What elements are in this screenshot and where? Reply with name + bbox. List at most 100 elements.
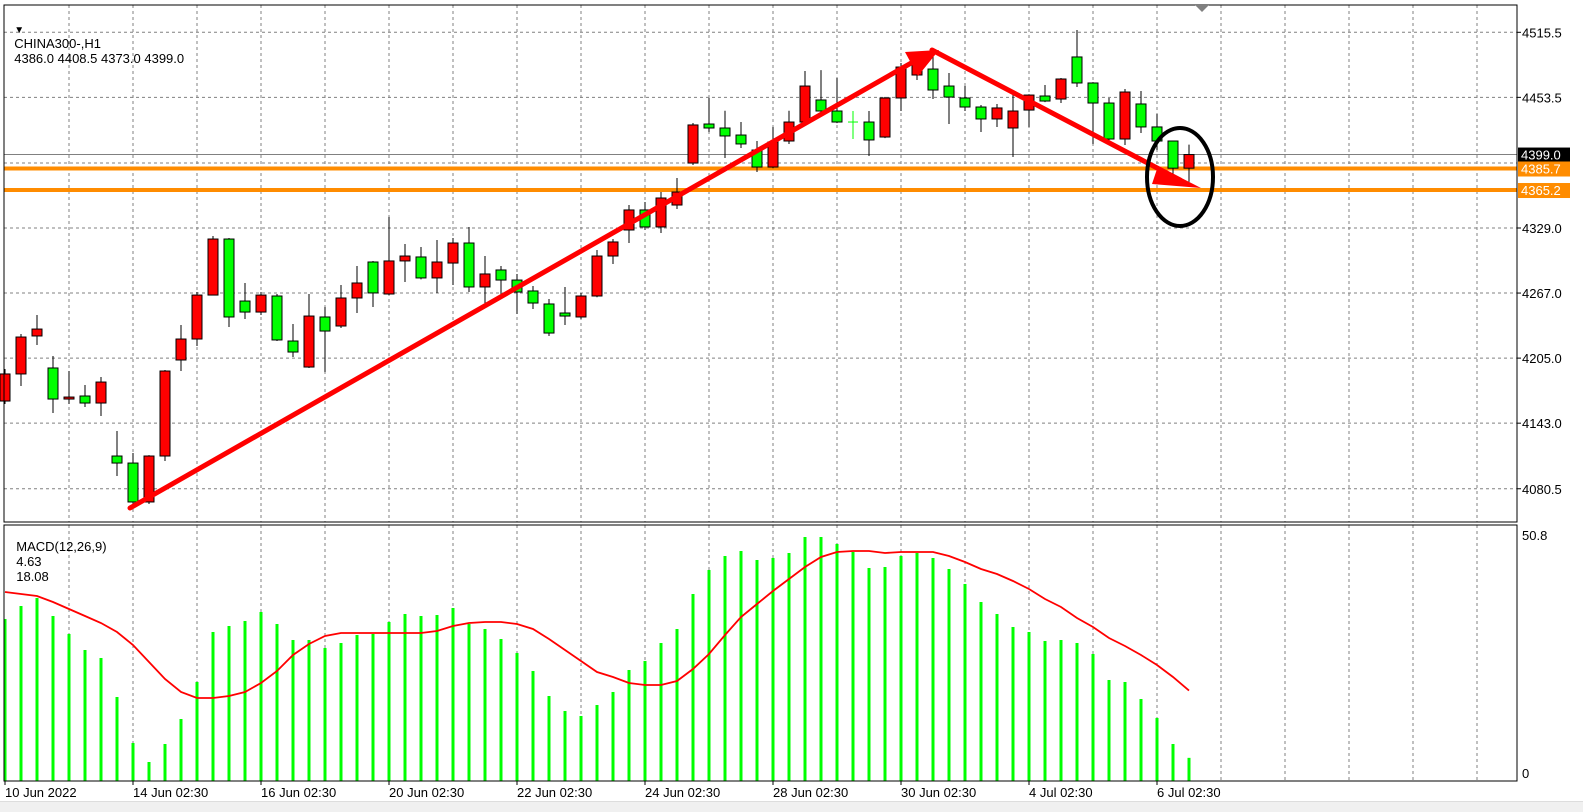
candle-body xyxy=(943,85,955,98)
macd-histogram-bar xyxy=(179,719,183,781)
macd-histogram-bar xyxy=(867,568,871,781)
collapse-triangle-icon[interactable]: ▼ xyxy=(14,25,25,36)
candle-body xyxy=(127,462,139,503)
candle-body xyxy=(975,106,987,120)
macd-histogram-bar xyxy=(163,744,167,781)
candle-body xyxy=(15,336,27,375)
macd-histogram-bar xyxy=(35,598,39,781)
candle xyxy=(991,103,1003,127)
macd-histogram-bar xyxy=(531,671,535,781)
candle-body xyxy=(607,241,619,257)
macd-histogram-bar xyxy=(771,558,775,781)
macd-axis-label: 0 xyxy=(1522,766,1529,781)
candle xyxy=(239,282,251,319)
candle xyxy=(879,96,891,139)
macd-histogram-bar xyxy=(1139,699,1143,781)
candle-body xyxy=(207,238,219,296)
candle-body xyxy=(879,97,891,138)
candle xyxy=(287,324,299,357)
macd-histogram-bar xyxy=(67,634,71,781)
macd-histogram-bar xyxy=(1155,718,1159,781)
candle-body xyxy=(31,328,43,337)
candle-body xyxy=(591,255,603,297)
macd-histogram-bar xyxy=(195,682,199,781)
time-axis-label: 6 Jul 02:30 xyxy=(1157,785,1221,800)
macd-histogram-bar xyxy=(995,614,999,781)
candle xyxy=(863,111,875,157)
macd-histogram-bar xyxy=(19,606,23,781)
candle xyxy=(767,126,779,169)
candle-body xyxy=(367,261,379,294)
candle xyxy=(848,111,858,140)
candle-body xyxy=(655,197,667,228)
candle xyxy=(495,265,507,298)
macd-histogram-bar xyxy=(627,670,631,781)
macd-histogram-bar xyxy=(339,643,343,781)
macd-histogram-bar xyxy=(1171,744,1175,781)
macd-histogram-bar xyxy=(323,648,327,781)
candle xyxy=(383,216,395,296)
chart-shift-marker-icon xyxy=(1195,5,1209,12)
candle-body xyxy=(79,395,91,404)
candle-body xyxy=(0,373,11,402)
candle-body xyxy=(287,340,299,353)
price-axis-label: 4329.0 xyxy=(1522,221,1562,236)
candles xyxy=(0,29,1195,506)
macd-histogram-bar xyxy=(1123,682,1127,781)
candle xyxy=(1039,84,1051,103)
candle-body xyxy=(1071,56,1083,84)
macd-histogram-bar xyxy=(291,640,295,781)
macd-histogram-bar xyxy=(883,567,887,781)
macd-histogram-bar xyxy=(275,624,279,781)
candle-body xyxy=(239,300,251,313)
candle-body xyxy=(383,260,395,295)
candle xyxy=(111,431,123,476)
macd-histogram-bar xyxy=(115,697,119,781)
macd-histogram-bar xyxy=(1043,641,1047,781)
macd-histogram-bar xyxy=(467,624,471,781)
candle xyxy=(79,384,91,408)
candle xyxy=(95,377,107,417)
candle-body xyxy=(559,312,571,317)
candle-body xyxy=(351,282,363,299)
candle-body xyxy=(1039,95,1051,102)
price-tag-label: 4399.0 xyxy=(1521,148,1561,163)
candle xyxy=(799,71,811,124)
candle-body xyxy=(1167,140,1179,169)
macd-histogram-bar xyxy=(371,634,375,781)
macd-histogram-bar xyxy=(419,616,423,781)
time-axis-label: 22 Jun 02:30 xyxy=(517,785,592,800)
candle xyxy=(607,239,619,264)
macd-histogram-bar xyxy=(499,639,503,781)
candle xyxy=(319,307,331,372)
candle xyxy=(159,369,171,462)
candle-body xyxy=(431,261,443,279)
candle-body xyxy=(47,367,59,400)
macd-histogram-bar xyxy=(83,650,87,781)
time-axis-label: 16 Jun 02:30 xyxy=(261,785,336,800)
candle-body xyxy=(1007,110,1019,129)
macd-histogram-bar xyxy=(131,743,135,781)
price-tag-label: 4385.7 xyxy=(1521,162,1561,177)
candle xyxy=(335,284,347,328)
candle xyxy=(687,122,699,166)
macd-histogram-bar xyxy=(227,626,231,781)
candle xyxy=(351,265,363,313)
down-trend-arrow xyxy=(929,47,1183,183)
highlight-ellipse xyxy=(1145,126,1215,228)
candle-body xyxy=(719,127,731,137)
candle-body xyxy=(799,85,811,123)
macd-axis-label: 50.8 xyxy=(1522,528,1547,543)
up-trend-arrow xyxy=(127,55,923,511)
time-axis-label: 30 Jun 02:30 xyxy=(901,785,976,800)
candle xyxy=(703,97,715,132)
macd-histogram-bar xyxy=(787,553,791,781)
candle xyxy=(751,141,763,172)
macd-signal-value: 18.08 xyxy=(16,569,49,584)
candle xyxy=(511,273,523,315)
candle xyxy=(207,235,219,296)
macd-histogram-bar xyxy=(611,692,615,781)
candle xyxy=(1055,77,1067,104)
macd-histogram-bar xyxy=(435,615,439,781)
